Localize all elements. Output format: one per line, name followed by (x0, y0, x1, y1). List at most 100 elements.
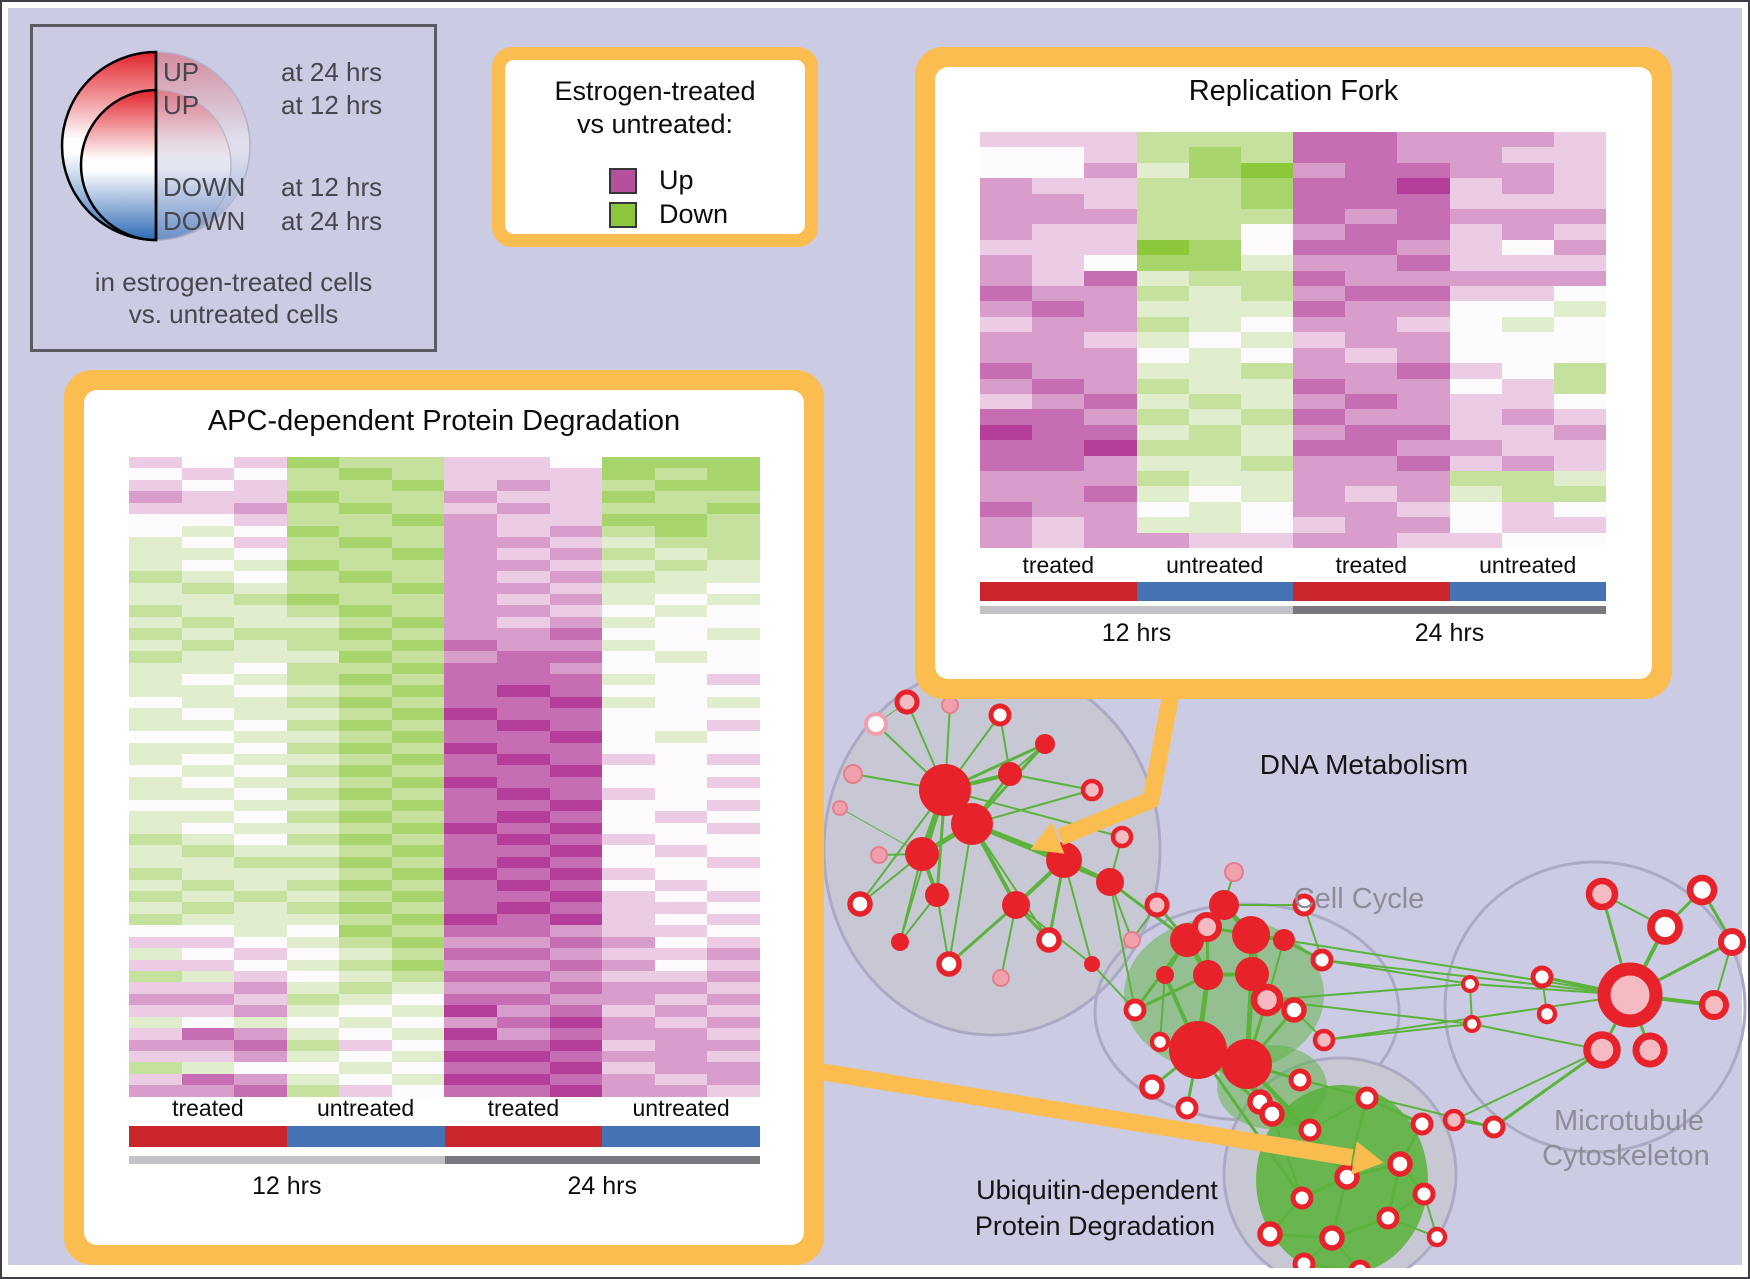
heatmap-cell (129, 582, 182, 595)
heatmap-cell (497, 982, 550, 994)
heatmap-cell (707, 548, 760, 560)
heatmap-cell (444, 616, 498, 629)
heatmap-cell (497, 651, 550, 663)
heatmap-cell (1293, 393, 1346, 410)
heatmap-cell (286, 925, 340, 937)
heatmap-cell (654, 708, 708, 720)
heatmap-cell (1136, 301, 1189, 317)
heatmap-cell (129, 457, 182, 469)
heatmap-cell (129, 639, 182, 652)
heatmap-cell (234, 993, 287, 1006)
heatmap-cell (444, 525, 498, 537)
heatmap-cell (181, 616, 235, 629)
heatmap-cell (391, 913, 445, 926)
heatmap-cell (129, 594, 182, 606)
heatmap-cell (549, 856, 603, 869)
heatmap-cell (1084, 316, 1137, 333)
heatmap-cell (980, 286, 1033, 302)
heatmap-cell (391, 845, 445, 857)
heatmap-cell (286, 628, 340, 640)
heatmap-cell (234, 582, 287, 595)
heatmap-cell (1449, 270, 1502, 287)
heatmap-cell (286, 514, 340, 526)
heatmap-cell (181, 902, 235, 914)
heatmap-cell (129, 788, 182, 800)
heatmap-cell (602, 594, 655, 606)
heatmap-cell (654, 993, 708, 1006)
heatmap-cell (602, 868, 655, 880)
heatmap-cell (181, 514, 235, 526)
heatmap-cell (497, 628, 550, 640)
heatmap-cell (1293, 470, 1346, 487)
heatmap-cell (602, 970, 655, 983)
heatmap-cell (234, 719, 287, 732)
heatmap-cell (181, 582, 235, 595)
heatmap-cell (391, 548, 445, 560)
heatmap-cell (234, 468, 287, 480)
heatmap-cell (286, 674, 340, 686)
color-key-title-line2: vs untreated: (576, 109, 734, 139)
heatmap-cell (129, 674, 182, 686)
heatmap-cell (980, 209, 1033, 225)
heatmap-cell (980, 440, 1033, 456)
heatmap-cell (1084, 501, 1137, 518)
heatmap-cell (980, 316, 1033, 333)
heatmap-cell (654, 559, 708, 572)
heatmap-cell (654, 674, 708, 686)
outer-circle-left-half (60, 50, 158, 242)
heatmap-cell (391, 1062, 445, 1074)
heatmap-cell (234, 788, 287, 800)
heatmap-cell (1136, 455, 1189, 471)
heatmap-cell (286, 822, 340, 834)
heatmap-row (129, 1073, 760, 1086)
heatmap-cell (1293, 332, 1346, 348)
heatmap-cell (1293, 347, 1346, 364)
heatmap-cell (1345, 147, 1398, 163)
heatmap-cell (654, 662, 708, 675)
heatmap-cell (1553, 239, 1607, 256)
heatmap-cell (181, 753, 235, 766)
apc-group-labels: treated untreated treated untreated (129, 1095, 760, 1122)
heatmap-cell (549, 936, 603, 949)
heatmap-cell (1553, 470, 1607, 487)
heatmap-cell (181, 1073, 235, 1086)
heatmap-cell (1136, 193, 1189, 210)
heatmap-cell (980, 455, 1033, 471)
heatmap-cell (1188, 270, 1241, 287)
heatmap-cell (549, 685, 603, 697)
heatmap-cell (1032, 424, 1085, 441)
up-label: Up (659, 165, 694, 195)
heatmap-cell (129, 468, 182, 480)
heatmap-cell (286, 891, 340, 903)
hours-12-bar (129, 1156, 445, 1164)
heatmap-cell (549, 776, 603, 789)
color-key-box: Estrogen-treated vs untreated: Up Down (492, 47, 818, 247)
heatmap-cell (391, 936, 445, 949)
untreated-bar (1449, 582, 1606, 601)
heatmap-cell (602, 856, 655, 869)
heatmap-cell (1188, 193, 1241, 210)
heatmap-cell (1084, 178, 1137, 194)
heatmap-cell (391, 616, 445, 629)
heatmap-cell (1188, 301, 1241, 317)
heatmap-cell (1501, 147, 1554, 163)
heatmap-cell (1188, 332, 1241, 348)
heatmap-row (980, 332, 1607, 348)
heatmap-cell (1032, 532, 1085, 548)
heatmap-cell (129, 982, 182, 994)
heatmap-row (129, 970, 760, 983)
group-label-treated-12: treated (1022, 552, 1095, 578)
heatmap-cell (339, 639, 392, 652)
heatmap-cell (497, 879, 550, 892)
heatmap-cell (181, 468, 235, 480)
heatmap-cell (234, 696, 287, 709)
heatmap-cell (181, 536, 235, 549)
heatmap-cell (707, 788, 760, 800)
heatmap-row (980, 393, 1607, 410)
heatmap-cell (1397, 393, 1450, 410)
heatmap-cell (602, 936, 655, 949)
heatmap-cell (707, 559, 760, 572)
heatmap-cell (234, 639, 287, 652)
heatmap-row (129, 902, 760, 914)
heatmap-cell (654, 696, 708, 709)
